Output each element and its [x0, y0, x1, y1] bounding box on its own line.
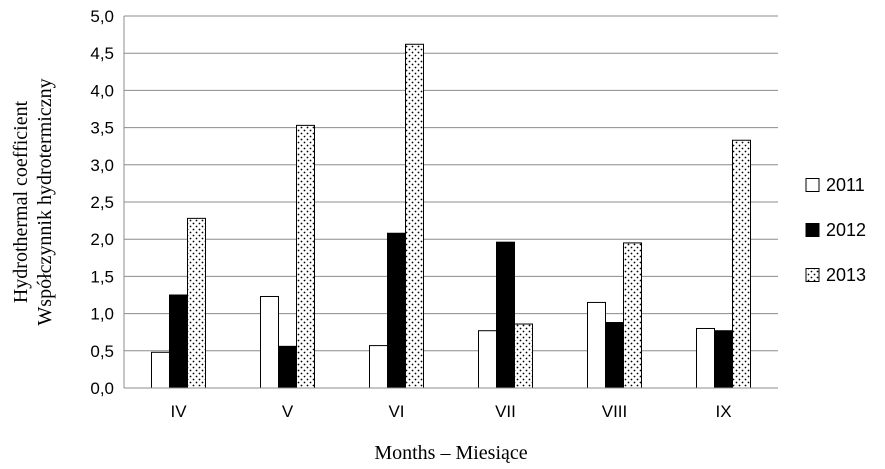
y-tick-label: 4,5 [90, 44, 114, 63]
y-tick-label: 2,5 [90, 193, 114, 212]
bar-2012-V [278, 345, 297, 389]
y-tick-label: 5,0 [90, 7, 114, 26]
legend-swatch-2011 [805, 178, 820, 192]
y-tick-label: 2,0 [90, 230, 114, 249]
bar-2011-VII [478, 330, 497, 389]
bar-2011-VI [369, 345, 388, 389]
x-tick-label: VII [495, 402, 516, 421]
y-tick-label: 4,0 [90, 81, 114, 100]
legend-swatch-2012 [805, 223, 820, 237]
legend-swatch-2013 [805, 268, 820, 282]
bar-2011-IV [151, 351, 170, 389]
y-tick-label: 1,0 [90, 305, 114, 324]
x-axis-title: Months – Miesiące [374, 442, 527, 464]
legend-label: 2011 [826, 175, 865, 195]
x-tick-label: IV [170, 402, 187, 421]
bar-2012-VIII [605, 322, 624, 389]
bar-2012-VI [387, 232, 406, 389]
bar-2013-VIII [623, 242, 642, 389]
y-tick-label: 0,0 [90, 379, 114, 398]
y-tick-label: 3,5 [90, 119, 114, 138]
y-axis-title-line: Współczynnik hydrotermiczny [34, 78, 56, 325]
bar-2011-VIII [587, 301, 606, 389]
x-tick-label: IX [715, 402, 731, 421]
legend-label: 2012 [826, 220, 866, 240]
x-tick-label: VI [388, 402, 404, 421]
bar-2012-IX [714, 330, 733, 389]
bar-2011-V [260, 295, 279, 389]
bar-2011-IX [696, 327, 715, 389]
bar-2013-VII [514, 323, 533, 389]
bar-2013-IX [732, 139, 751, 389]
bar-2013-V [296, 124, 315, 389]
y-axis-title-line: Hydrothermal coefficient [10, 100, 32, 303]
x-tick-label: V [282, 402, 294, 421]
x-tick-label: VIII [602, 402, 628, 421]
y-tick-label: 1,5 [90, 267, 114, 286]
y-tick-label: 0,5 [90, 342, 114, 361]
y-tick-label: 3,0 [90, 156, 114, 175]
bar-2012-IV [169, 294, 188, 389]
legend-label: 2013 [826, 265, 866, 285]
bar-2012-VII [496, 241, 515, 389]
bar-2013-VI [405, 43, 424, 389]
bar-2013-IV [187, 217, 206, 389]
